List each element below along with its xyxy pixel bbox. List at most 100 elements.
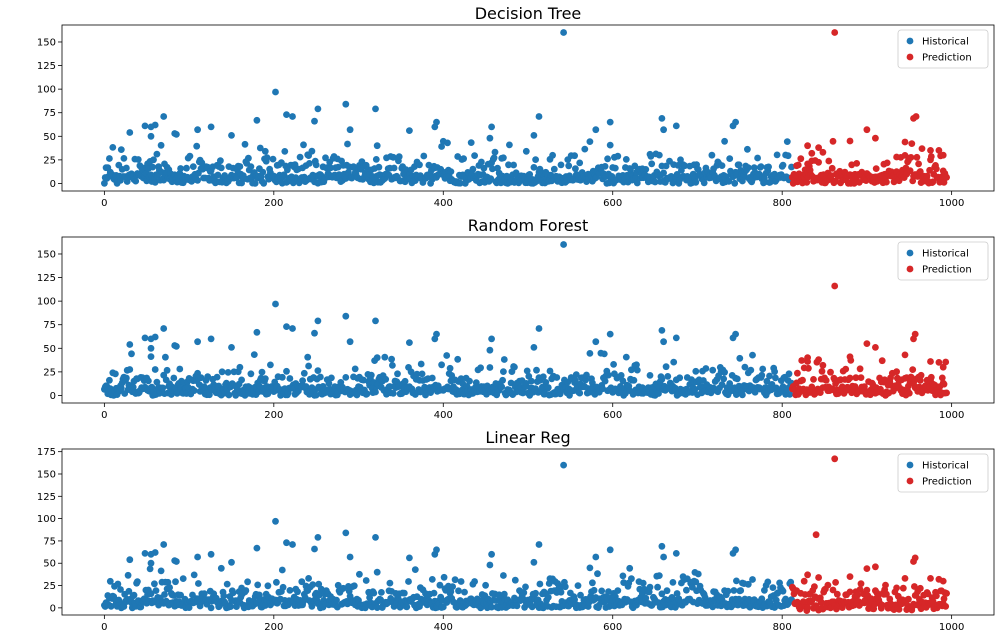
data-point — [893, 584, 900, 592]
data-point — [553, 374, 561, 381]
data-point — [654, 583, 661, 591]
data-point — [420, 152, 428, 160]
data-point — [443, 352, 451, 359]
data-point — [757, 163, 765, 171]
data-point — [279, 583, 287, 591]
data-point — [658, 115, 666, 122]
chart-title: Linear Reg — [485, 428, 570, 447]
data-point — [488, 603, 495, 611]
data-point — [204, 373, 212, 381]
data-point — [245, 154, 252, 162]
data-point — [818, 367, 826, 375]
data-point — [804, 354, 811, 362]
scatter-points — [101, 455, 950, 614]
data-point — [646, 583, 654, 591]
data-point — [342, 374, 350, 381]
data-point — [428, 576, 436, 583]
data-point — [810, 376, 817, 383]
data-point — [832, 579, 839, 586]
data-point — [325, 380, 333, 387]
data-point — [561, 583, 569, 591]
data-point — [720, 375, 728, 383]
data-point — [147, 344, 155, 352]
data-point — [572, 165, 579, 173]
data-point — [114, 580, 122, 588]
data-point — [939, 151, 947, 159]
data-point — [872, 134, 879, 142]
data-point — [799, 376, 806, 384]
data-point — [788, 163, 795, 171]
data-point — [533, 366, 540, 374]
data-point — [901, 138, 909, 146]
data-point — [217, 164, 225, 172]
data-point — [430, 589, 438, 597]
data-point — [314, 534, 322, 541]
data-point — [406, 554, 413, 562]
data-point — [878, 601, 886, 609]
data-point — [691, 386, 699, 393]
data-point — [183, 164, 190, 172]
data-point — [455, 587, 462, 595]
data-point — [779, 587, 787, 595]
data-point — [294, 588, 301, 596]
data-point — [939, 577, 947, 585]
data-point — [783, 138, 791, 146]
data-point — [454, 355, 462, 363]
data-point — [273, 578, 280, 586]
data-point — [488, 335, 495, 343]
data-point — [440, 573, 448, 581]
data-point — [149, 163, 157, 171]
data-point — [311, 329, 318, 337]
data-point — [314, 317, 322, 325]
data-point — [394, 370, 401, 378]
data-point — [929, 597, 937, 605]
data-point — [523, 367, 531, 375]
data-point — [819, 148, 827, 156]
data-point — [681, 162, 689, 170]
legend-label: Prediction — [922, 53, 972, 64]
y-tick-label: 75 — [43, 536, 56, 547]
data-point — [253, 328, 261, 336]
data-point — [244, 578, 252, 586]
legend: Historical Prediction — [897, 241, 989, 281]
data-point — [536, 580, 544, 588]
data-point — [151, 366, 159, 373]
data-point — [911, 583, 918, 590]
data-point — [733, 375, 741, 383]
data-point — [405, 578, 412, 585]
data-point — [535, 541, 543, 548]
data-point — [360, 376, 367, 384]
data-point — [766, 372, 773, 380]
data-point — [871, 601, 878, 608]
data-point — [416, 161, 423, 169]
data-point — [107, 602, 115, 610]
data-point — [660, 169, 667, 177]
data-point — [600, 350, 608, 358]
data-point — [390, 164, 398, 172]
data-point — [250, 351, 258, 358]
data-point — [655, 572, 663, 579]
data-point — [510, 161, 517, 169]
data-point — [831, 282, 839, 290]
data-point — [733, 391, 740, 398]
data-point — [803, 178, 811, 186]
data-point — [933, 592, 940, 600]
legend: Historical Prediction — [897, 29, 989, 69]
data-point — [648, 160, 656, 168]
data-point — [522, 583, 529, 591]
data-point — [800, 598, 807, 606]
data-point — [598, 587, 606, 595]
data-point — [120, 155, 128, 162]
data-point — [758, 595, 766, 603]
data-point — [639, 579, 647, 587]
data-point — [406, 127, 413, 134]
data-point — [672, 550, 680, 557]
data-point — [150, 156, 157, 164]
data-point — [315, 580, 323, 588]
data-point — [372, 156, 380, 163]
data-point — [256, 144, 264, 152]
data-point — [735, 161, 743, 169]
data-point — [927, 358, 934, 365]
data-point — [824, 581, 832, 589]
data-point — [854, 591, 861, 599]
